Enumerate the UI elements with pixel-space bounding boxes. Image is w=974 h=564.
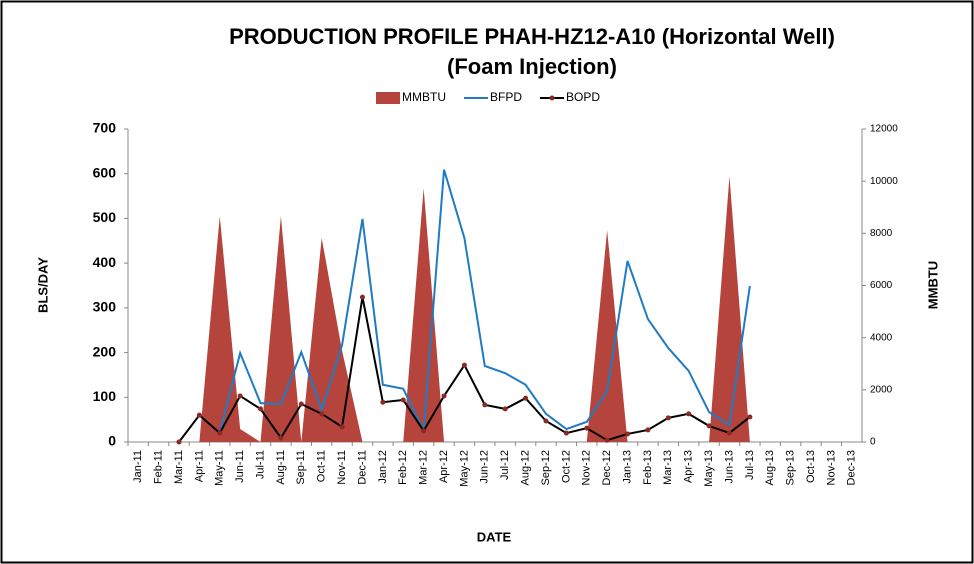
y-tick-label: 600 xyxy=(93,164,117,180)
x-tick-label: Nov-13 xyxy=(825,450,837,485)
x-tick-label: Sep-11 xyxy=(295,450,307,485)
chart-title: (Foam Injection) xyxy=(447,54,617,79)
line xyxy=(198,169,751,435)
y-axis-title: BLS/DAY xyxy=(35,257,50,313)
x-tick-label: Jul-12 xyxy=(499,450,511,480)
chart-title: PRODUCTION PROFILE PHAH-HZ12-A10 (Horizo… xyxy=(229,24,835,49)
x-tick-label: Jul-13 xyxy=(744,450,756,480)
marker xyxy=(196,412,202,418)
x-tick-label: Aug-11 xyxy=(275,450,287,485)
y2-tick-label: 8000 xyxy=(870,228,893,239)
y-tick-label: 200 xyxy=(93,343,117,359)
marker xyxy=(380,399,386,405)
x-tick-label: Jan-13 xyxy=(621,450,633,484)
marker xyxy=(461,362,467,368)
y-tick-label: 100 xyxy=(93,388,117,404)
marker xyxy=(298,401,304,407)
y-tick-label: 700 xyxy=(93,120,117,136)
marker xyxy=(706,423,712,429)
marker xyxy=(441,393,447,399)
y-tick-label: 0 xyxy=(108,433,116,449)
marker xyxy=(502,406,508,412)
y2-tick-label: 6000 xyxy=(870,280,893,291)
y-tick-label: 500 xyxy=(93,209,117,225)
x-tick-label: Feb-11 xyxy=(152,450,164,484)
x-tick-label: Feb-12 xyxy=(397,450,409,485)
x-tick-label: Oct-11 xyxy=(316,450,328,482)
x-tick-label: Apr-13 xyxy=(683,450,695,483)
marker xyxy=(217,430,223,436)
marker xyxy=(584,425,590,431)
y-tick-label: 400 xyxy=(93,254,117,270)
y2-tick-label: 12000 xyxy=(870,124,898,135)
marker xyxy=(523,395,529,401)
legend-marker xyxy=(549,95,555,101)
y2-axis-title: MMBTU xyxy=(925,261,940,309)
x-tick-label: May-11 xyxy=(214,450,226,486)
x-tick-label: Nov-12 xyxy=(581,450,593,485)
x-tick-label: Dec-11 xyxy=(356,450,368,485)
legend-label: BOPD xyxy=(566,90,600,104)
marker xyxy=(563,430,569,436)
x-tick-label: Oct-13 xyxy=(805,450,817,483)
x-tick-label: Jul-11 xyxy=(254,450,266,479)
x-axis-title: DATE xyxy=(477,529,512,544)
marker xyxy=(482,402,488,408)
marker xyxy=(645,427,651,433)
y2-tick-label: 4000 xyxy=(870,332,893,343)
x-tick-label: Sep-13 xyxy=(785,450,797,485)
x-tick-label: Oct-12 xyxy=(560,450,572,483)
marker xyxy=(339,424,345,430)
x-tick-label: May-12 xyxy=(458,450,470,487)
marker xyxy=(421,428,427,434)
x-tick-label: Dec-13 xyxy=(846,450,858,485)
x-tick-label: May-13 xyxy=(703,450,715,487)
x-tick-label: Feb-13 xyxy=(642,450,654,485)
marker xyxy=(237,393,243,399)
area xyxy=(199,176,750,443)
legend-label: BFPD xyxy=(490,90,522,104)
y2-tick-label: 10000 xyxy=(870,176,898,187)
legend-swatch xyxy=(376,92,400,104)
marker xyxy=(726,430,732,436)
marker xyxy=(176,439,182,445)
x-tick-label: Jan-12 xyxy=(377,450,389,484)
x-tick-label: Mar-11 xyxy=(173,450,185,484)
marker xyxy=(625,431,631,437)
x-tick-label: Mar-13 xyxy=(662,450,674,485)
marker xyxy=(359,294,365,300)
y-tick-label: 300 xyxy=(93,299,117,315)
x-tick-label: Jan-11 xyxy=(132,450,144,483)
marker xyxy=(258,406,264,412)
y2-tick-label: 0 xyxy=(870,437,876,448)
x-tick-label: Jun-11 xyxy=(234,450,246,483)
x-tick-label: Jun-13 xyxy=(723,450,735,484)
marker xyxy=(400,397,406,403)
x-tick-label: Aug-13 xyxy=(764,450,776,485)
x-tick-label: Aug-12 xyxy=(519,450,531,485)
marker xyxy=(278,435,284,441)
marker xyxy=(604,437,610,443)
marker xyxy=(747,414,753,420)
x-tick-label: Nov-11 xyxy=(336,450,348,485)
y2-tick-label: 2000 xyxy=(870,384,893,395)
x-tick-label: Jun-12 xyxy=(479,450,491,484)
marker xyxy=(543,418,549,424)
marker xyxy=(665,415,671,421)
marker xyxy=(319,411,325,417)
x-tick-label: Dec-12 xyxy=(601,450,613,485)
x-tick-label: Apr-12 xyxy=(438,450,450,483)
legend-label: MMBTU xyxy=(402,90,446,104)
x-tick-label: Sep-12 xyxy=(540,450,552,485)
x-tick-label: Apr-11 xyxy=(193,450,205,482)
marker xyxy=(686,411,692,417)
x-tick-label: Mar-12 xyxy=(418,450,430,485)
